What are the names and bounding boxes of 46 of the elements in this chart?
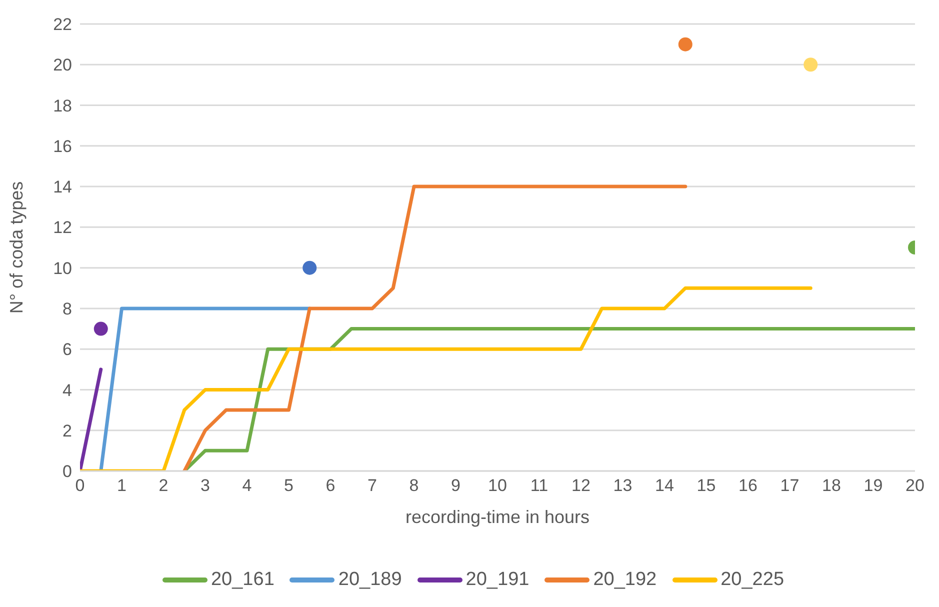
x-tick-label: 7 (368, 476, 377, 496)
point (678, 37, 692, 52)
y-tick-label: 18 (53, 96, 72, 116)
x-tick-label: 19 (864, 476, 883, 496)
point (804, 58, 818, 72)
x-tick-label: 8 (409, 476, 419, 496)
x-tick-label: 17 (780, 476, 800, 496)
legend-label: 20_191 (464, 569, 530, 591)
legend-label: 20_189 (337, 569, 402, 591)
legend-label: 20_161 (210, 569, 274, 591)
y-axis-title: N° of coda types (6, 181, 26, 314)
point (94, 322, 108, 336)
x-tick-label: 16 (738, 476, 758, 496)
line-series (182, 184, 688, 471)
y-tick-label: 14 (53, 178, 72, 197)
x-tick-label: 5 (284, 476, 294, 496)
y-tick-label: 12 (53, 218, 72, 238)
x-tick-label: 10 (488, 476, 507, 496)
y-tick-label: 20 (53, 56, 72, 75)
x-tick-label: 18 (822, 476, 841, 496)
y-tick-label: 8 (62, 299, 72, 318)
x-tick-label: 3 (200, 476, 210, 496)
y-tick-label: 16 (53, 136, 72, 156)
x-tick-label: 1 (117, 476, 126, 496)
x-tick-label: 2 (158, 476, 168, 496)
x-tick-label: 14 (655, 476, 674, 496)
x-tick-label: 4 (242, 476, 252, 496)
x-tick-label: 13 (613, 476, 632, 496)
y-tick-label: 2 (62, 421, 72, 440)
legend-label: 20_192 (592, 569, 657, 591)
y-tick-label: 10 (53, 258, 72, 278)
x-tick-label: 6 (326, 476, 336, 496)
x-tick-label: 9 (451, 476, 460, 496)
x-tick-label: 12 (572, 476, 590, 496)
y-tick-label: 6 (62, 340, 72, 360)
legend-label: 20_225 (720, 569, 784, 591)
x-tick-label: 15 (696, 476, 716, 496)
x-tick-label: 11 (530, 476, 548, 496)
y-tick-label: 22 (53, 15, 72, 34)
y-tick-label: 0 (62, 462, 72, 482)
y-tick-label: 4 (62, 380, 72, 400)
x-tick-label: 0 (75, 476, 85, 496)
line-series (80, 286, 812, 471)
x-tick-label: 20 (906, 476, 924, 496)
x-axis-title: recording-time in hours (405, 507, 590, 527)
point (302, 260, 317, 275)
